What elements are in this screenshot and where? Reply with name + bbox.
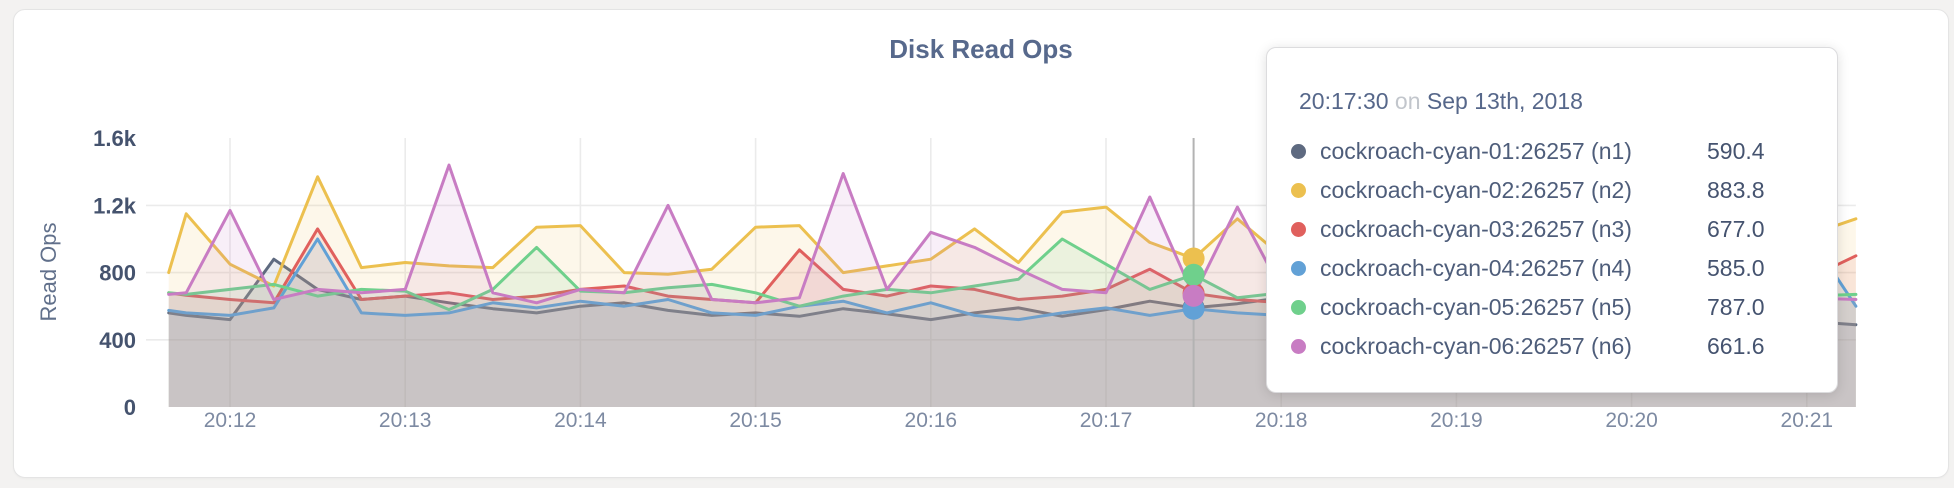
x-axis-tick-label: 20:16 <box>905 409 958 432</box>
y-axis-tick-label: 1.6k <box>93 126 137 151</box>
hover-dot-n6 <box>1182 284 1205 307</box>
tooltip-series-value: 677.0 <box>1707 216 1765 242</box>
tooltip-row: cockroach-cyan-04:26257 (n4) 585.0 <box>1291 249 1813 288</box>
tooltip-series-value: 585.0 <box>1707 255 1765 281</box>
hover-dot-n5 <box>1182 263 1205 286</box>
tooltip-on-word: on <box>1394 88 1421 114</box>
x-axis-tick-label: 20:18 <box>1255 409 1308 432</box>
tooltip-series-name: cockroach-cyan-04:26257 (n4) <box>1320 255 1632 281</box>
x-axis-tick-label: 20:19 <box>1430 409 1483 432</box>
y-axis-tick-label: 0 <box>124 395 136 420</box>
series-color-dot <box>1291 261 1306 276</box>
y-axis-title: Read Ops <box>36 222 61 321</box>
y-axis-tick-label: 800 <box>99 261 136 286</box>
tooltip-row: cockroach-cyan-02:26257 (n2) 883.8 <box>1291 171 1813 210</box>
x-axis-tick-label: 20:21 <box>1781 409 1834 432</box>
tooltip-series-value: 787.0 <box>1707 294 1765 320</box>
x-axis-tick-label: 20:13 <box>379 409 432 432</box>
chart-hover-tooltip: 20:17:30 on Sep 13th, 2018 cockroach-cya… <box>1266 47 1838 393</box>
tooltip-series-value: 590.4 <box>1707 138 1765 164</box>
series-color-dot <box>1291 339 1306 354</box>
chart-card: Disk Read Ops 0 400 800 1.2k 1.6k 20:12 20:13 2… <box>13 9 1949 478</box>
tooltip-series-name: cockroach-cyan-03:26257 (n3) <box>1320 216 1632 242</box>
y-axis-tick-label: 400 <box>99 328 136 353</box>
x-axis-tick-label: 20:20 <box>1605 409 1658 432</box>
tooltip-timestamp: 20:17:30 on Sep 13th, 2018 <box>1299 86 1813 116</box>
y-axis-tick-label: 1.2k <box>93 193 137 218</box>
x-axis-tick-label: 20:14 <box>554 409 607 432</box>
series-color-dot <box>1291 144 1306 159</box>
series-color-dot <box>1291 222 1306 237</box>
chart-title: Disk Read Ops <box>889 34 1073 64</box>
series-color-dot <box>1291 183 1306 198</box>
series-color-dot <box>1291 300 1306 315</box>
tooltip-date: Sep 13th, 2018 <box>1426 88 1583 114</box>
tooltip-time: 20:17:30 <box>1299 88 1389 114</box>
x-axis-tick-label: 20:12 <box>204 409 257 432</box>
tooltip-row: cockroach-cyan-05:26257 (n5) 787.0 <box>1291 288 1813 327</box>
hover-dot-n2 <box>1182 247 1205 270</box>
tooltip-row: cockroach-cyan-01:26257 (n1) 590.4 <box>1291 132 1813 171</box>
tooltip-legend-rows: cockroach-cyan-01:26257 (n1) 590.4 cockroa… <box>1291 132 1813 366</box>
tooltip-series-name: cockroach-cyan-06:26257 (n6) <box>1320 333 1632 359</box>
tooltip-series-value: 883.8 <box>1707 177 1765 203</box>
tooltip-series-name: cockroach-cyan-02:26257 (n2) <box>1320 177 1632 203</box>
tooltip-series-value: 661.6 <box>1707 333 1765 359</box>
tooltip-series-name: cockroach-cyan-01:26257 (n1) <box>1320 138 1632 164</box>
tooltip-row: cockroach-cyan-06:26257 (n6) 661.6 <box>1291 327 1813 366</box>
tooltip-row: cockroach-cyan-03:26257 (n3) 677.0 <box>1291 210 1813 249</box>
tooltip-series-name: cockroach-cyan-05:26257 (n5) <box>1320 294 1632 320</box>
x-axis-tick-label: 20:15 <box>729 409 782 432</box>
x-axis-tick-label: 20:17 <box>1080 409 1133 432</box>
